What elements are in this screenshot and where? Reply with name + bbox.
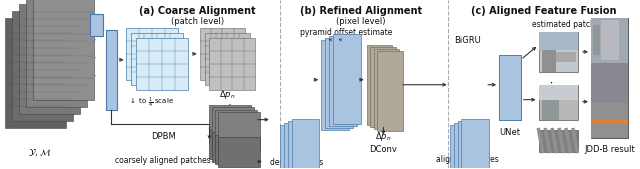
Bar xyxy=(367,45,392,125)
Bar xyxy=(33,0,94,100)
Bar xyxy=(19,4,80,114)
Bar xyxy=(374,49,399,129)
Bar xyxy=(218,137,260,167)
Text: BiGRU: BiGRU xyxy=(454,36,481,45)
Bar xyxy=(333,34,361,124)
Bar xyxy=(591,18,628,138)
Bar xyxy=(321,40,349,130)
Text: $\vdots$: $\vdots$ xyxy=(545,80,554,93)
Text: aligned features: aligned features xyxy=(436,154,499,164)
Bar xyxy=(284,123,311,169)
Text: deep features: deep features xyxy=(270,158,323,166)
Bar xyxy=(216,135,257,164)
Bar xyxy=(205,33,250,85)
Text: (a) Coarse Alignment: (a) Coarse Alignment xyxy=(140,6,256,16)
Text: $\Delta p_n$: $\Delta p_n$ xyxy=(375,130,392,143)
Text: pyramid offset estimate: pyramid offset estimate xyxy=(300,28,392,37)
Text: DConv: DConv xyxy=(369,144,397,154)
Bar xyxy=(90,14,103,36)
Text: (pixel level): (pixel level) xyxy=(336,17,385,26)
Text: JDD-B result: JDD-B result xyxy=(584,144,635,154)
Bar xyxy=(212,107,254,145)
Bar xyxy=(329,36,356,126)
Text: $\downarrow$ to $\frac{1}{4}$ scale: $\downarrow$ to $\frac{1}{4}$ scale xyxy=(129,96,175,110)
Bar xyxy=(591,103,628,138)
Bar xyxy=(541,50,556,72)
Text: UNet: UNet xyxy=(499,128,520,137)
Bar xyxy=(26,0,87,107)
Bar xyxy=(591,63,628,103)
Bar xyxy=(212,132,254,162)
Bar xyxy=(325,38,353,128)
Text: coarsely aligned patches: coarsely aligned patches xyxy=(115,155,211,164)
Bar xyxy=(377,51,403,131)
Text: $\mathcal{Y}, \mathcal{M}$: $\mathcal{Y}, \mathcal{M}$ xyxy=(28,146,51,158)
Bar xyxy=(287,121,316,169)
Bar xyxy=(127,28,178,80)
Bar xyxy=(5,18,66,128)
Text: DPBM: DPBM xyxy=(150,132,175,141)
Bar xyxy=(136,38,188,90)
Bar xyxy=(218,112,260,150)
Bar xyxy=(131,33,183,85)
Text: (b) Refined Alignment: (b) Refined Alignment xyxy=(300,6,422,16)
Bar xyxy=(556,52,576,62)
Bar xyxy=(539,32,578,50)
Bar xyxy=(291,119,319,169)
Bar xyxy=(539,85,578,120)
Bar xyxy=(593,25,600,55)
Bar xyxy=(601,20,619,60)
Bar xyxy=(539,130,578,152)
Text: $\vdots$: $\vdots$ xyxy=(223,101,231,114)
Bar xyxy=(280,125,307,169)
Bar xyxy=(450,125,477,169)
Bar xyxy=(539,85,578,100)
Bar xyxy=(591,18,628,63)
Bar xyxy=(539,32,578,72)
Bar xyxy=(458,121,485,169)
Bar xyxy=(200,28,245,80)
Bar xyxy=(370,47,396,127)
Bar xyxy=(209,130,251,160)
Text: (c) Aligned Feature Fusion: (c) Aligned Feature Fusion xyxy=(471,6,616,16)
Bar xyxy=(216,110,257,148)
Bar xyxy=(12,11,73,121)
Bar xyxy=(209,38,255,90)
Bar xyxy=(591,120,628,124)
Bar xyxy=(209,105,251,143)
Text: $\Delta p_n$: $\Delta p_n$ xyxy=(219,88,236,101)
Text: (patch level): (patch level) xyxy=(171,17,224,26)
Bar xyxy=(454,123,481,169)
Bar xyxy=(461,119,489,169)
Bar xyxy=(499,55,521,120)
Bar xyxy=(541,100,559,120)
Text: estimated patches: estimated patches xyxy=(532,20,604,29)
Bar xyxy=(106,30,116,110)
